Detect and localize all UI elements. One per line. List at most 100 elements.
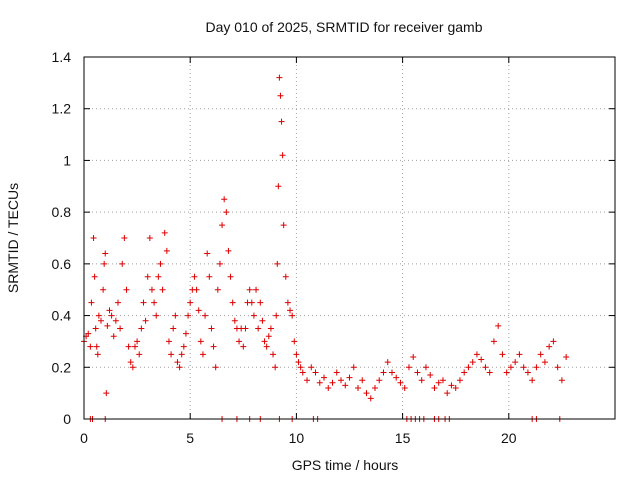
data-point — [384, 359, 391, 366]
data-point — [134, 338, 141, 345]
chart-title: Day 010 of 2025, SRMTID for receiver gam… — [205, 19, 482, 35]
data-point — [546, 343, 553, 350]
data-point — [338, 377, 345, 384]
data-point — [444, 390, 451, 397]
data-point — [212, 364, 219, 371]
y-tick-label: 0 — [63, 411, 71, 427]
data-point — [495, 322, 502, 329]
data-point — [216, 260, 223, 267]
data-point — [554, 364, 561, 371]
grid — [84, 57, 615, 419]
data-point — [246, 286, 253, 293]
data-point — [250, 312, 257, 319]
data-point — [482, 364, 489, 371]
data-point — [240, 343, 247, 350]
data-point — [199, 351, 206, 358]
data-point — [263, 343, 270, 350]
data-point — [131, 343, 138, 350]
x-tick-label: 10 — [289, 430, 305, 446]
data-point — [439, 377, 446, 384]
data-point — [210, 343, 217, 350]
data-point — [405, 364, 412, 371]
data-point — [208, 325, 215, 332]
data-point — [236, 338, 243, 345]
data-point — [293, 351, 300, 358]
data-point — [273, 312, 280, 319]
data-point — [197, 338, 204, 345]
data-point — [550, 338, 557, 345]
data-point — [140, 299, 147, 306]
data-point — [206, 273, 213, 280]
data-point — [163, 247, 170, 254]
data-point — [100, 286, 107, 293]
data-point — [104, 322, 111, 329]
data-point — [287, 307, 294, 314]
data-point — [261, 338, 268, 345]
data-point — [321, 374, 328, 381]
data-point — [231, 317, 238, 324]
data-point — [329, 379, 336, 386]
data-point — [95, 312, 102, 319]
data-point — [174, 359, 181, 366]
data-point — [202, 312, 209, 319]
data-point — [503, 369, 510, 376]
data-point — [204, 250, 211, 257]
y-axis-label: SRMTID / TECUs — [5, 183, 21, 293]
data-point — [558, 377, 565, 384]
data-point — [155, 273, 162, 280]
data-point — [401, 384, 408, 391]
data-point — [469, 359, 476, 366]
data-point — [279, 152, 286, 159]
data-point — [299, 369, 306, 376]
x-tick-label: 5 — [186, 430, 194, 446]
data-point — [507, 364, 514, 371]
data-point — [376, 377, 383, 384]
data-point — [452, 384, 459, 391]
data-point — [157, 260, 164, 267]
data-point — [431, 384, 438, 391]
data-point — [465, 364, 472, 371]
data-point — [151, 299, 158, 306]
data-point — [380, 369, 387, 376]
data-point — [227, 273, 234, 280]
data-point — [129, 364, 136, 371]
data-point — [316, 379, 323, 386]
y-tick-label: 0.2 — [52, 359, 72, 375]
data-point — [161, 229, 168, 236]
data-point — [94, 351, 101, 358]
data-point — [108, 312, 115, 319]
x-tick-label: 0 — [80, 430, 88, 446]
data-point — [291, 338, 298, 345]
data-point — [259, 317, 266, 324]
data-point — [499, 351, 506, 358]
x-axis-label: GPS time / hours — [292, 457, 399, 473]
data-points — [81, 74, 570, 422]
data-point — [253, 286, 260, 293]
data-point — [304, 377, 311, 384]
data-point — [257, 299, 264, 306]
data-point — [165, 338, 172, 345]
data-point — [144, 273, 151, 280]
data-point — [187, 299, 194, 306]
data-point — [284, 299, 291, 306]
data-point — [172, 312, 179, 319]
data-point — [350, 364, 357, 371]
data-point — [393, 374, 400, 381]
x-tick-label: 20 — [501, 430, 517, 446]
data-point — [388, 369, 395, 376]
data-point — [136, 351, 143, 358]
data-point — [410, 353, 417, 360]
data-point — [97, 317, 104, 324]
data-point — [275, 183, 282, 190]
data-point — [490, 338, 497, 345]
data-point — [248, 299, 255, 306]
data-point — [516, 351, 523, 358]
data-point — [114, 299, 121, 306]
data-point — [265, 333, 272, 340]
data-point — [121, 235, 128, 241]
data-point — [93, 343, 100, 350]
y-tick-label: 1.4 — [52, 49, 72, 65]
data-point — [146, 235, 153, 241]
data-point — [193, 286, 200, 293]
